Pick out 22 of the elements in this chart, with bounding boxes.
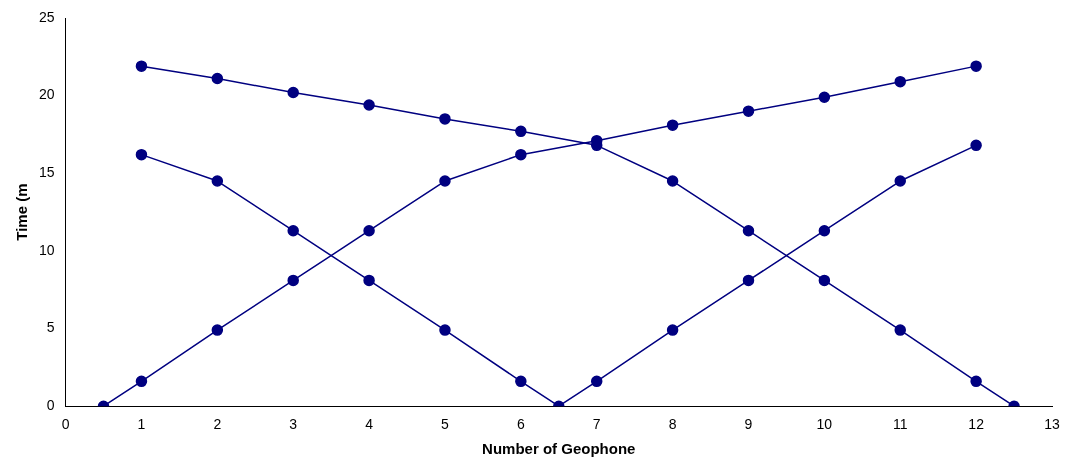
y-tick-label: 25 — [38, 8, 55, 25]
x-tick-label: 6 — [516, 416, 525, 433]
x-tick-label: 7 — [592, 416, 601, 433]
y-axis-title: Time (m — [13, 183, 31, 241]
y-tick-label: 0 — [46, 397, 55, 414]
x-tick-label: 0 — [61, 416, 70, 433]
y-tick-label: 15 — [38, 164, 55, 181]
x-tick-label: 12 — [968, 416, 985, 433]
x-axis-title: Number of Geophone — [482, 440, 636, 458]
y-tick-label: 5 — [46, 319, 55, 336]
x-tick-label: 1 — [137, 416, 146, 433]
x-tick-label: 13 — [1044, 416, 1060, 433]
x-tick-label: 9 — [744, 416, 753, 433]
x-tick-label: 4 — [365, 416, 374, 433]
x-tick-label: 2 — [213, 416, 222, 433]
y-tick-label: 20 — [38, 86, 55, 103]
x-tick-label: 10 — [816, 416, 833, 433]
x-tick-label: 5 — [441, 416, 450, 433]
x-tick-label: 3 — [289, 416, 298, 433]
x-tick-label: 8 — [668, 416, 677, 433]
y-tick-label: 10 — [38, 241, 55, 258]
x-tick-label: 11 — [892, 416, 908, 433]
